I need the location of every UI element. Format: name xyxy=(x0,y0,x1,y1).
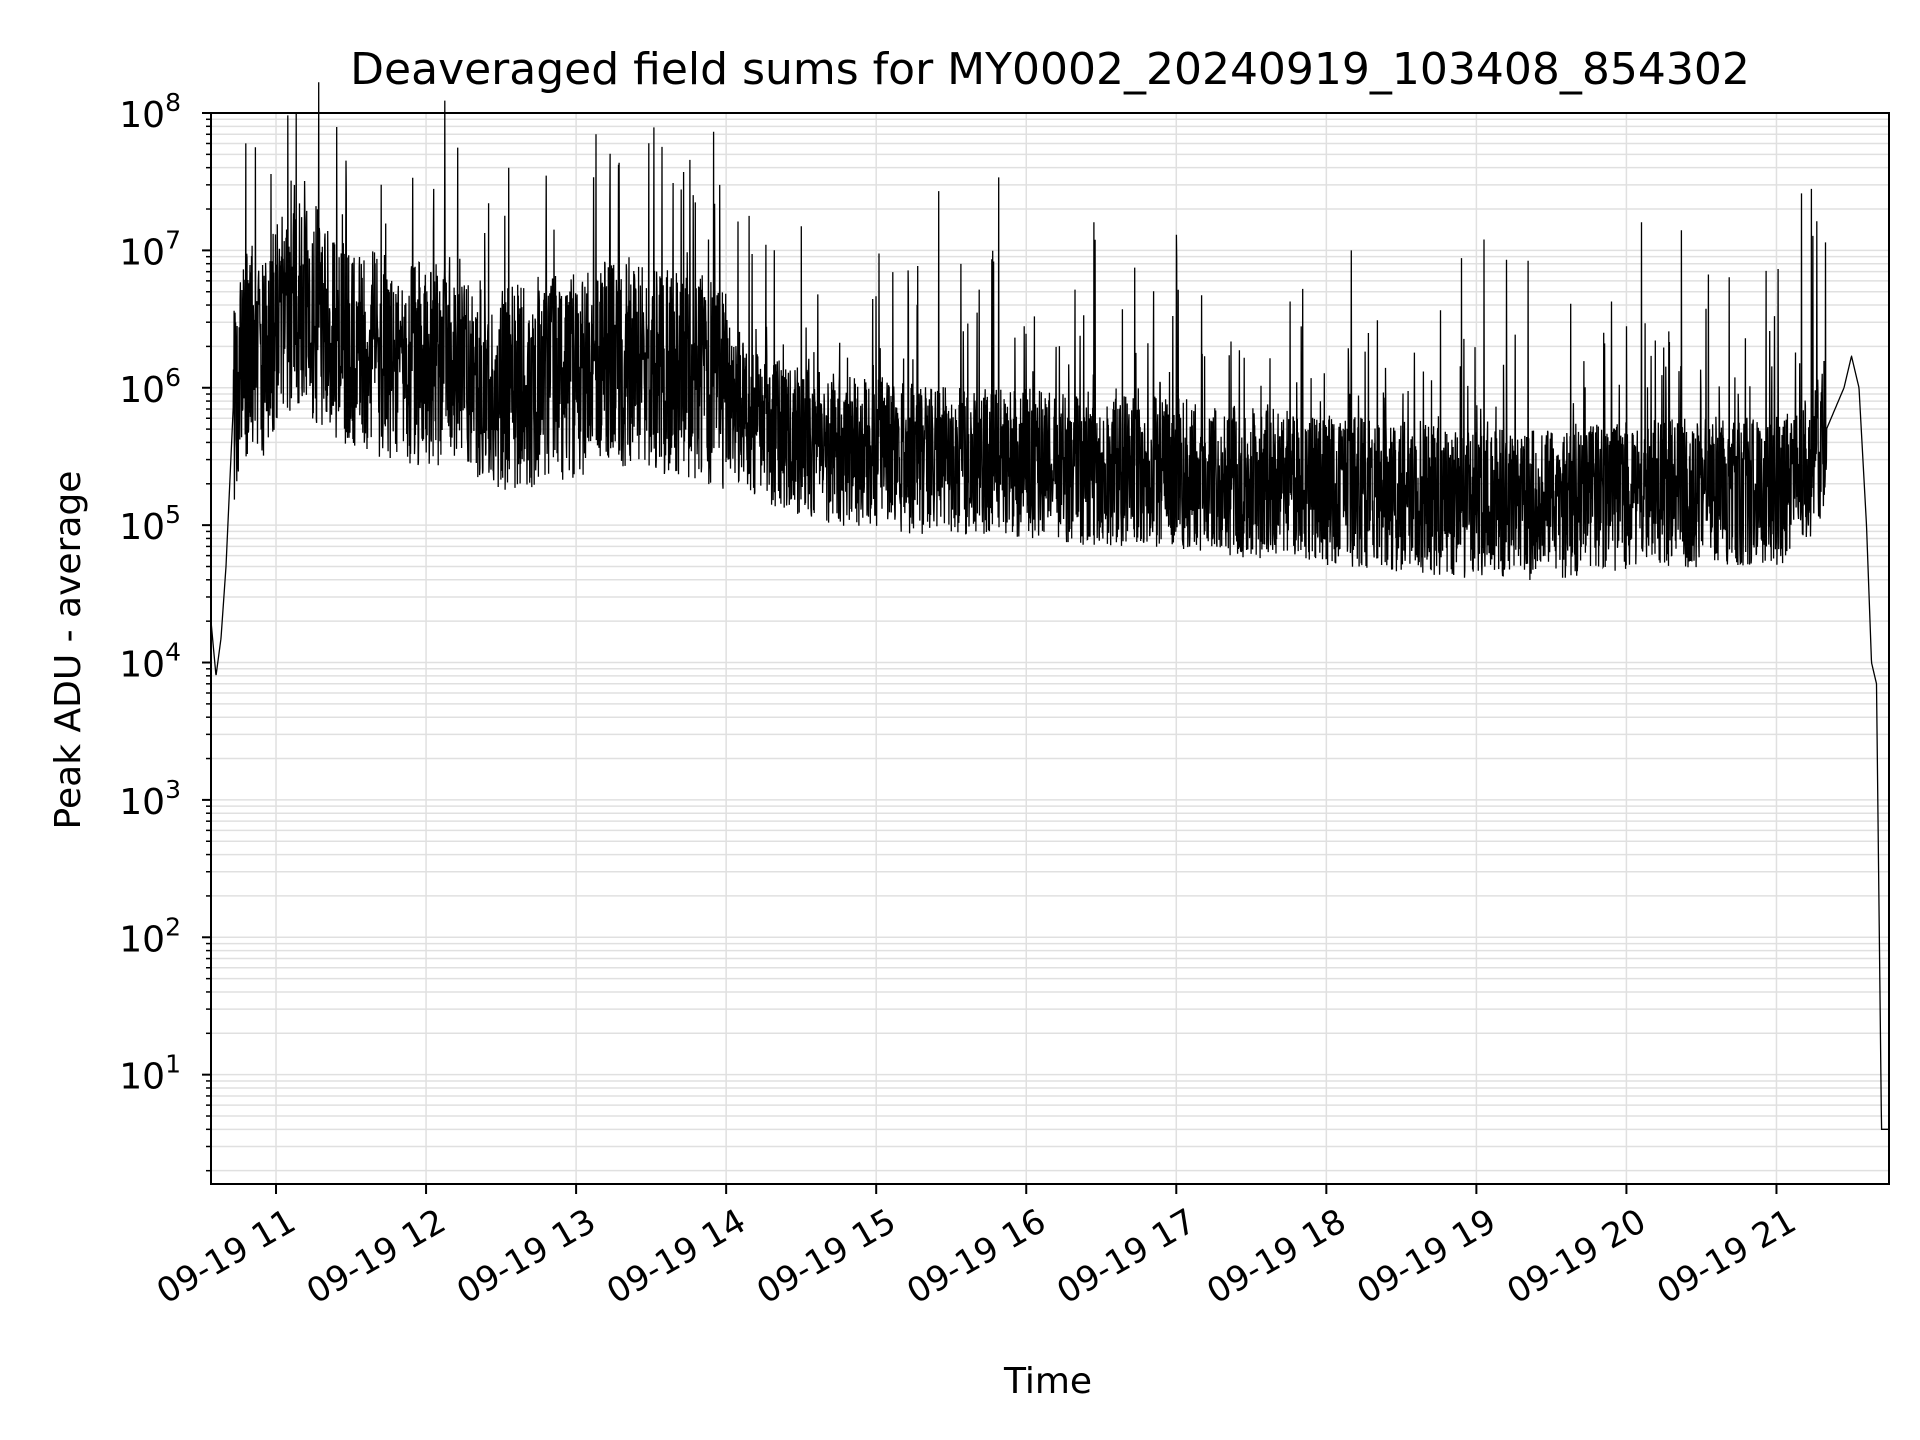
y-tick-base: 10 xyxy=(119,645,165,686)
y-tick-base: 10 xyxy=(119,232,165,273)
y-tick-label: 105 xyxy=(119,500,181,548)
plot-frame xyxy=(210,112,1890,1185)
y-tick-label: 101 xyxy=(119,1050,181,1098)
grid xyxy=(211,113,1889,1184)
y-tick-exponent: 7 xyxy=(165,225,181,254)
y-tick-exponent: 1 xyxy=(165,1050,181,1079)
y-tick-label: 103 xyxy=(119,775,181,823)
y-tick-base: 10 xyxy=(119,919,165,960)
data-layer xyxy=(210,82,1889,1130)
series-line xyxy=(210,82,1889,1130)
y-tick-exponent: 3 xyxy=(165,775,181,804)
y-tick-base: 10 xyxy=(119,782,165,823)
chart-title: Deaveraged field sums for MY0002_2024091… xyxy=(350,44,1750,95)
y-tick-label: 102 xyxy=(119,912,181,960)
y-tick-exponent: 2 xyxy=(165,912,181,941)
y-tick-base: 10 xyxy=(119,1057,165,1098)
y-tick-label: 107 xyxy=(119,225,181,273)
y-tick-label: 106 xyxy=(119,363,181,411)
y-tick-exponent: 6 xyxy=(165,363,181,392)
y-axis-label: Peak ADU - average xyxy=(48,471,89,830)
x-axis-label: Time xyxy=(1003,1361,1092,1402)
y-tick-base: 10 xyxy=(119,370,165,411)
y-tick-label: 104 xyxy=(119,638,181,686)
y-tick-base: 10 xyxy=(119,95,165,136)
y-tick-label: 108 xyxy=(119,88,181,136)
y-tick-exponent: 8 xyxy=(165,88,181,117)
y-tick-exponent: 5 xyxy=(165,500,181,529)
y-tick-base: 10 xyxy=(119,507,165,548)
y-tick-exponent: 4 xyxy=(165,638,181,667)
